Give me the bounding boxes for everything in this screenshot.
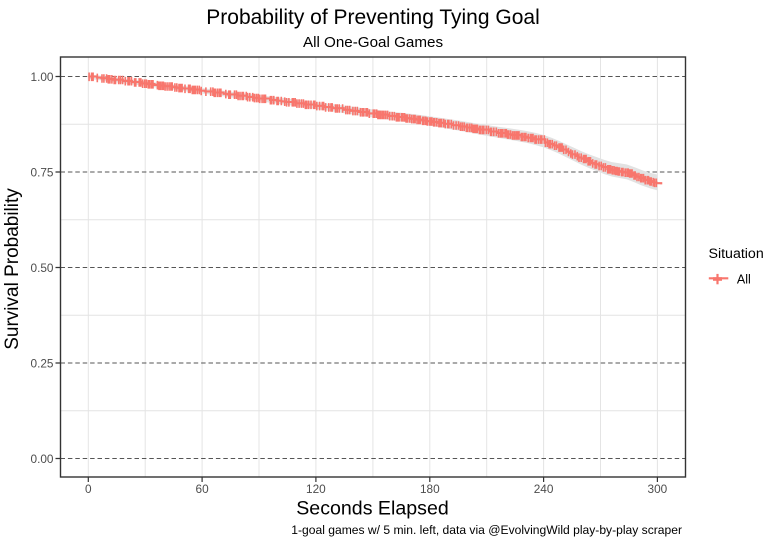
svg-text:1.00: 1.00	[31, 70, 54, 84]
svg-text:1-goal games w/ 5 min. left, d: 1-goal games w/ 5 min. left, data via @E…	[291, 523, 682, 537]
svg-text:All: All	[737, 272, 751, 286]
svg-text:All One-Goal Games: All One-Goal Games	[303, 34, 444, 51]
svg-text:180: 180	[420, 482, 440, 496]
svg-text:60: 60	[196, 482, 210, 496]
svg-text:120: 120	[306, 482, 326, 496]
svg-text:Probability of Preventing Tyin: Probability of Preventing Tying Goal	[206, 6, 539, 29]
svg-text:0: 0	[85, 482, 92, 496]
svg-text:240: 240	[534, 482, 554, 496]
svg-text:0.75: 0.75	[31, 165, 54, 179]
svg-text:0.25: 0.25	[31, 356, 54, 370]
svg-text:Survival Probability: Survival Probability	[2, 188, 23, 350]
svg-text:300: 300	[648, 482, 668, 496]
svg-text:0.00: 0.00	[31, 452, 54, 466]
svg-text:0.50: 0.50	[31, 261, 54, 275]
svg-text:Seconds Elapsed: Seconds Elapsed	[296, 498, 449, 520]
svg-text:Situation: Situation	[709, 246, 764, 262]
